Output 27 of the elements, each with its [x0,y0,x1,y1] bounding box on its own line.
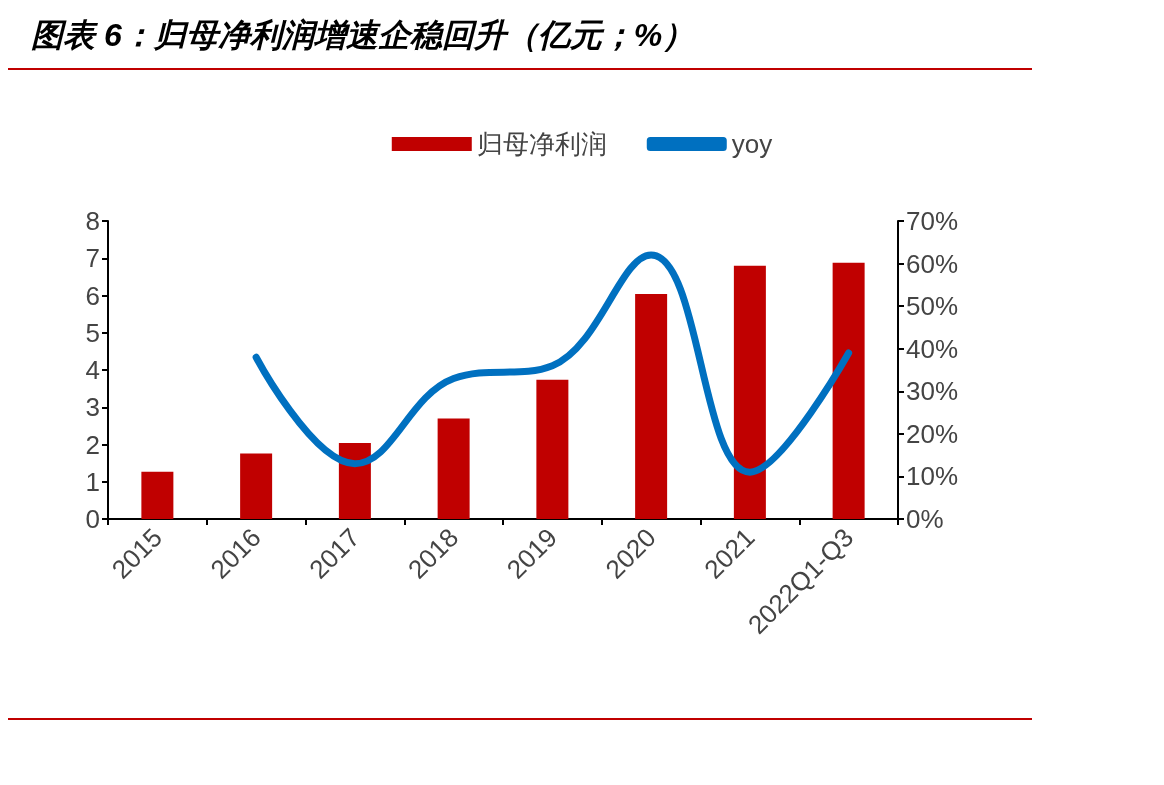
y2-tick-label: 10% [906,461,959,492]
y-tick-label: 5 [85,317,100,348]
y2-tick-label: 40% [906,333,959,364]
bar [832,262,865,519]
y-tick-label: 7 [85,243,100,274]
y2-tick-label: 70% [906,206,959,236]
y2-tick-label: 60% [906,248,959,279]
y2-tick-label: 50% [906,291,959,322]
y-tick-label: 0 [85,504,100,534]
y2-tick-label: 0% [906,504,944,534]
y-tick-label: 4 [85,355,100,385]
bar [733,265,766,519]
bar [141,471,174,519]
y2-tick-label: 30% [906,376,959,407]
y-tick-label: 8 [85,206,100,236]
bar [536,379,569,519]
chart-title: 图表 6：归母净利润增速企稳回升（亿元；%） [31,17,695,53]
y-tick-label: 2 [85,429,100,460]
y-tick-label: 6 [85,280,100,311]
legend-label: yoy [731,129,773,159]
bar [240,453,273,519]
bar [437,418,470,519]
bar [635,294,668,519]
legend-label: 归母净利润 [476,129,607,159]
y-tick-label: 3 [85,392,100,423]
y-tick-label: 1 [85,466,100,497]
y2-tick-label: 20% [906,418,959,449]
